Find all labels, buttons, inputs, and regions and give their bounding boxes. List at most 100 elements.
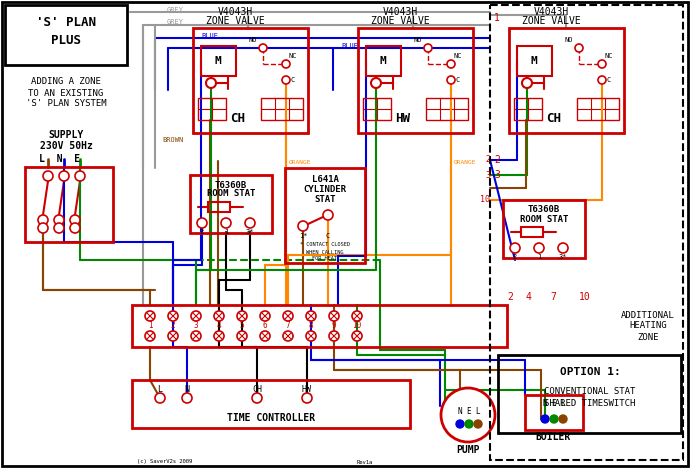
Text: 'S' PLAN: 'S' PLAN <box>36 15 96 29</box>
Bar <box>426 98 468 120</box>
Text: 2: 2 <box>485 155 490 164</box>
Circle shape <box>598 60 606 68</box>
Text: 3: 3 <box>494 170 500 180</box>
Bar <box>509 28 624 133</box>
Text: NC: NC <box>288 53 297 59</box>
Circle shape <box>38 215 48 225</box>
Circle shape <box>352 311 362 321</box>
Text: C: C <box>607 77 611 83</box>
Bar <box>132 380 410 428</box>
Bar <box>366 46 401 76</box>
Text: TIME CONTROLLER: TIME CONTROLLER <box>227 413 315 423</box>
Bar <box>132 305 507 347</box>
Text: 7: 7 <box>286 322 290 330</box>
Circle shape <box>155 393 165 403</box>
Bar <box>208 202 230 212</box>
Circle shape <box>447 60 455 68</box>
Text: SUPPLY: SUPPLY <box>48 130 83 140</box>
Text: 1: 1 <box>494 13 500 23</box>
Text: 10: 10 <box>480 196 490 205</box>
Circle shape <box>145 331 155 341</box>
Circle shape <box>38 223 48 233</box>
Circle shape <box>214 311 224 321</box>
Text: 230V 50Hz: 230V 50Hz <box>39 141 92 151</box>
Bar <box>198 98 226 120</box>
Text: ADDITIONAL: ADDITIONAL <box>621 310 675 320</box>
Text: ROOM STAT: ROOM STAT <box>207 190 255 198</box>
Circle shape <box>191 331 201 341</box>
Bar <box>25 167 113 242</box>
Text: CONVENTIONAL STAT: CONVENTIONAL STAT <box>544 387 635 395</box>
Text: NC: NC <box>604 53 613 59</box>
Bar <box>193 28 308 133</box>
Circle shape <box>70 215 80 225</box>
Circle shape <box>145 311 155 321</box>
Circle shape <box>245 218 255 228</box>
Text: NC: NC <box>454 53 462 59</box>
Text: Rev1a: Rev1a <box>357 460 373 465</box>
Text: ZONE VALVE: ZONE VALVE <box>522 16 580 26</box>
Bar <box>577 98 619 120</box>
Text: 1*: 1* <box>299 233 307 239</box>
Text: OPTION 1:: OPTION 1: <box>560 367 620 377</box>
Circle shape <box>197 218 207 228</box>
Text: BROWN: BROWN <box>162 137 184 143</box>
Text: 2: 2 <box>494 155 500 165</box>
Text: L  N  E: L N E <box>39 154 81 164</box>
Text: PLUS: PLUS <box>51 34 81 46</box>
Text: L: L <box>157 386 163 395</box>
Circle shape <box>534 243 544 253</box>
Text: N: N <box>457 407 462 416</box>
Bar <box>525 395 583 430</box>
Text: BOILER: BOILER <box>535 432 571 442</box>
Bar <box>490 5 683 460</box>
Circle shape <box>221 218 231 228</box>
Text: N: N <box>543 398 547 408</box>
Circle shape <box>75 171 85 181</box>
Text: 5: 5 <box>239 322 244 330</box>
Circle shape <box>352 331 362 341</box>
Text: BLUE: BLUE <box>201 33 219 39</box>
Bar <box>261 98 303 120</box>
Circle shape <box>43 171 53 181</box>
Text: 6: 6 <box>263 322 267 330</box>
Text: T6360B: T6360B <box>528 205 560 214</box>
Text: NO: NO <box>414 37 422 43</box>
Circle shape <box>182 393 192 403</box>
Bar <box>514 98 542 120</box>
Circle shape <box>282 76 290 84</box>
Circle shape <box>510 243 520 253</box>
Text: WHEN CALLING: WHEN CALLING <box>306 249 344 255</box>
Bar <box>498 355 681 433</box>
Circle shape <box>168 331 178 341</box>
Text: CYLINDER: CYLINDER <box>304 185 346 195</box>
Circle shape <box>329 311 339 321</box>
Text: ORANGE: ORANGE <box>289 160 311 164</box>
Bar <box>5 5 127 65</box>
Circle shape <box>447 76 455 84</box>
Circle shape <box>298 221 308 231</box>
Text: 'S' PLAN SYSTEM: 'S' PLAN SYSTEM <box>26 100 106 109</box>
Circle shape <box>237 311 247 321</box>
Circle shape <box>259 44 267 52</box>
Circle shape <box>441 388 495 442</box>
Circle shape <box>329 331 339 341</box>
Circle shape <box>191 311 201 321</box>
Bar <box>285 168 365 263</box>
Circle shape <box>558 243 568 253</box>
Circle shape <box>70 223 80 233</box>
Circle shape <box>302 393 312 403</box>
Circle shape <box>474 420 482 428</box>
Text: (c) SaverV2s 2009: (c) SaverV2s 2009 <box>137 460 193 465</box>
Text: E: E <box>552 398 556 408</box>
Text: C: C <box>326 233 330 239</box>
Text: ZONE VALVE: ZONE VALVE <box>371 16 429 26</box>
Text: 4: 4 <box>525 292 531 302</box>
Circle shape <box>323 210 333 220</box>
Bar <box>503 200 585 258</box>
Circle shape <box>54 223 64 233</box>
Text: 8: 8 <box>308 322 313 330</box>
Text: ZONE: ZONE <box>638 332 659 342</box>
Text: 9: 9 <box>332 322 336 330</box>
Text: M: M <box>531 56 538 66</box>
